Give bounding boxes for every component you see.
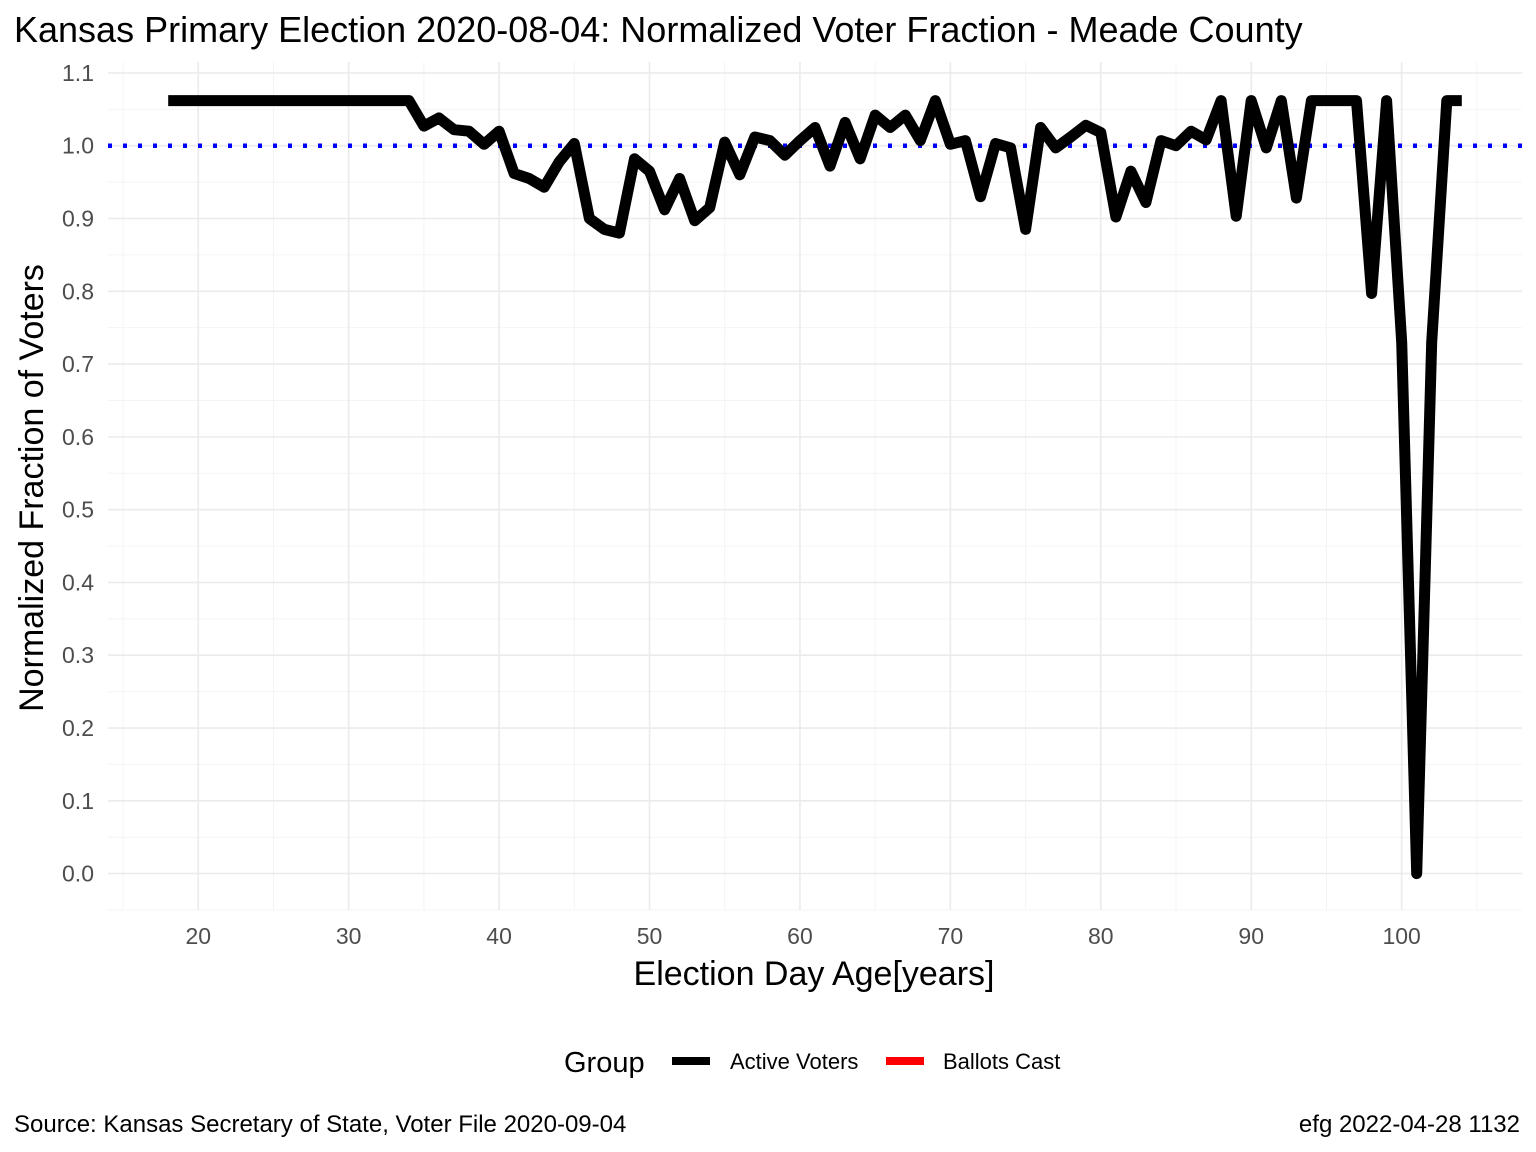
chart-title: Kansas Primary Election 2020-08-04: Norm… xyxy=(14,9,1303,50)
x-tick-label: 70 xyxy=(938,923,964,949)
series-line-0 xyxy=(168,95,1462,880)
y-tick-label: 0.8 xyxy=(62,278,94,304)
y-tick-label: 1.0 xyxy=(62,133,94,159)
x-tick-label: 40 xyxy=(486,923,512,949)
legend: Group Active Voters Ballots Cast xyxy=(564,1047,1060,1079)
y-tick-label: 0.6 xyxy=(62,424,94,450)
series-group xyxy=(168,95,1462,880)
x-tick-labels: 20 30 40 50 60 70 80 90 100 xyxy=(185,923,1420,949)
y-tick-label: 0.1 xyxy=(62,788,94,814)
x-tick-label: 80 xyxy=(1088,923,1114,949)
y-tick-labels: 0.0 0.1 0.2 0.3 0.4 0.5 0.6 0.7 0.8 0.9 1.0 1.1 xyxy=(62,60,94,887)
x-tick-label: 50 xyxy=(637,923,663,949)
y-tick-label: 0.2 xyxy=(62,715,94,741)
source-caption: Source: Kansas Secretary of State, Voter… xyxy=(14,1111,626,1138)
legend-title: Group xyxy=(564,1047,645,1079)
y-tick-label: 0.3 xyxy=(62,642,94,668)
y-tick-label: 0.7 xyxy=(62,351,94,377)
y-tick-label: 0.4 xyxy=(62,569,94,595)
x-tick-label: 90 xyxy=(1238,923,1264,949)
x-tick-label: 30 xyxy=(336,923,362,949)
x-tick-label: 100 xyxy=(1382,923,1420,949)
y-tick-label: 0.0 xyxy=(62,861,94,887)
legend-label-active-voters: Active Voters xyxy=(730,1049,858,1074)
x-axis-title: Election Day Age[years] xyxy=(634,955,995,993)
y-tick-label: 0.5 xyxy=(62,497,94,523)
x-tick-label: 20 xyxy=(185,923,211,949)
credit-caption: efg 2022-04-28 1132 xyxy=(1299,1111,1520,1138)
legend-label-ballots-cast: Ballots Cast xyxy=(943,1049,1060,1074)
y-tick-label: 1.1 xyxy=(62,60,94,86)
y-axis-title: Normalized Fraction of Voters xyxy=(13,264,51,712)
x-tick-label: 60 xyxy=(787,923,813,949)
y-tick-label: 0.9 xyxy=(62,205,94,231)
